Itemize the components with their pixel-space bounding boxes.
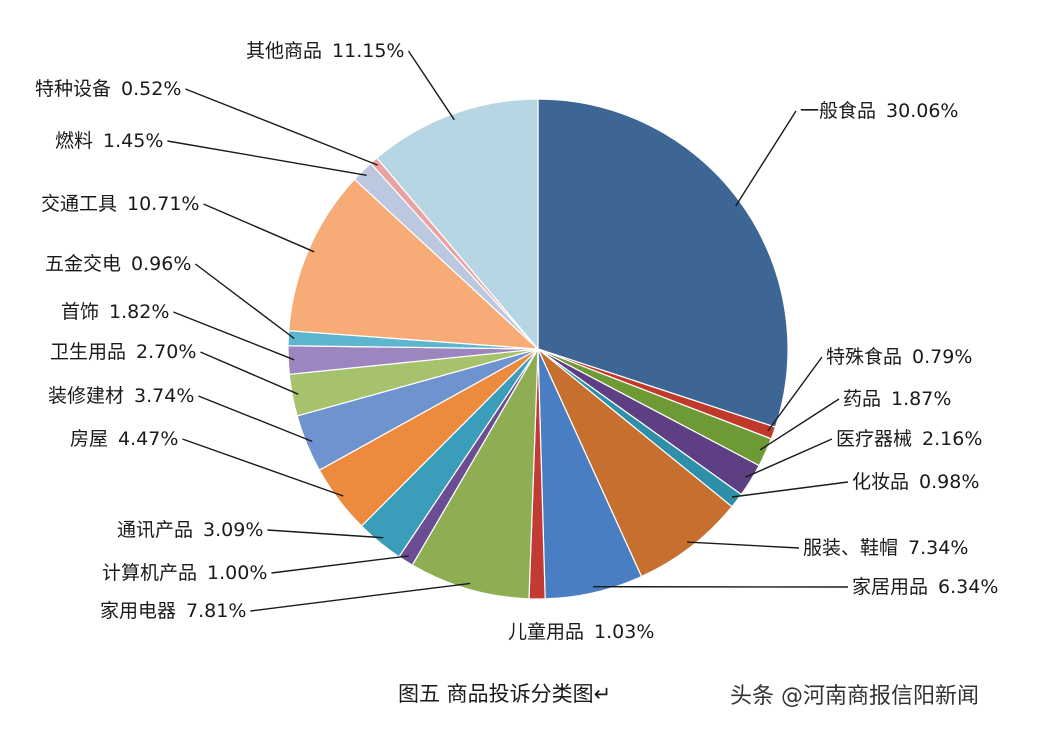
leader-line [250, 582, 471, 612]
leader-line [182, 438, 344, 497]
chart-caption: 图五 商品投诉分类图↵ [398, 682, 612, 706]
slice-label-value: 11.15% [332, 40, 404, 62]
slice-label-name: 儿童用品 [508, 621, 584, 643]
leader-lines [167, 50, 849, 612]
slice-label-value: 0.98% [919, 471, 979, 493]
slice-label: 家用电器 7.81% [100, 600, 246, 622]
slice-label: 药品 1.87% [843, 388, 951, 410]
slice-label-name: 医疗器械 [836, 428, 912, 450]
slice-label-value: 4.47% [118, 428, 178, 450]
leader-line [167, 140, 367, 176]
slice-label-name: 化妆品 [852, 471, 909, 493]
slice-label: 特种设备 0.52% [35, 78, 181, 100]
slice-label-name: 家居用品 [852, 576, 928, 598]
slice-label: 计算机产品 1.00% [102, 562, 267, 584]
leader-line [735, 110, 797, 207]
slice-label-value: 0.52% [121, 78, 181, 100]
slice-label-value: 1.82% [109, 301, 169, 323]
slice-label-name: 装修建材 [48, 385, 124, 407]
slice-label: 燃料 1.45% [55, 130, 163, 152]
slice-label-value: 6.34% [938, 576, 998, 598]
leader-line [731, 481, 849, 498]
slice-label-name: 其他商品 [246, 40, 322, 62]
slice-label-value: 2.16% [922, 428, 982, 450]
leader-line [267, 529, 384, 539]
slice-label-value: 1.03% [594, 621, 654, 643]
slice-label-value: 0.96% [131, 253, 191, 275]
slice-label: 其他商品 11.15% [246, 40, 404, 62]
slice-label-name: 首饰 [61, 301, 99, 323]
pie-slices [287, 98, 789, 600]
slice-label-name: 家用电器 [100, 600, 176, 622]
slice-label: 化妆品 0.98% [852, 471, 979, 493]
slice-label-value: 7.81% [186, 600, 246, 622]
slice-label-name: 特种设备 [35, 78, 111, 100]
pie-slice [537, 98, 789, 428]
pie-chart: 一般食品 30.06% 特殊食品 0.79% 药品 1.87% 医疗器械 2.16% 化妆品 0.… [35, 40, 998, 643]
pie-slice [537, 348, 733, 578]
slice-label-value: 30.06% [886, 100, 958, 122]
leader-line [745, 438, 833, 478]
slice-label-value: 1.00% [207, 562, 267, 584]
leader-line [759, 398, 840, 451]
slice-label-name: 特殊食品 [826, 346, 902, 368]
slice-label-name: 药品 [843, 388, 881, 410]
slice-label-value: 2.70% [136, 341, 196, 363]
slice-label: 装修建材 3.74% [48, 385, 194, 407]
slice-label-value: 3.74% [134, 385, 194, 407]
slice-label-value: 0.79% [912, 346, 972, 368]
pie-slice [375, 98, 539, 351]
slice-label: 房屋 4.47% [70, 428, 178, 450]
leader-line [194, 263, 295, 340]
slice-label-name: 服装、鞋帽 [803, 537, 898, 559]
leader-line [200, 351, 299, 395]
slice-label-name: 计算机产品 [102, 562, 197, 584]
slice-label: 五金交电 0.96% [45, 253, 191, 275]
slice-label: 交通工具 10.71% [41, 193, 199, 215]
slice-label-name: 通讯产品 [117, 519, 193, 541]
slice-label-value: 1.87% [891, 388, 951, 410]
slice-label-value: 7.34% [908, 537, 968, 559]
slice-label: 卫生用品 2.70% [50, 341, 196, 363]
slice-label: 特殊食品 0.79% [826, 346, 972, 368]
leader-line [173, 311, 295, 361]
slice-label-name: 房屋 [70, 428, 108, 450]
slice-label: 儿童用品 1.03% [508, 621, 654, 643]
slice-label: 服装、鞋帽 7.34% [803, 537, 968, 559]
leader-line [271, 555, 409, 574]
slice-label-value: 10.71% [127, 193, 199, 215]
slice-label-name: 一般食品 [800, 100, 876, 122]
leader-line [407, 50, 455, 121]
watermark: 头条 @河南商报信阳新闻 [730, 684, 979, 709]
slice-label-name: 燃料 [55, 130, 93, 152]
slice-labels: 一般食品 30.06% 特殊食品 0.79% 药品 1.87% 医疗器械 2.16% 化妆品 0.… [35, 40, 998, 643]
slice-label: 家居用品 6.34% [852, 576, 998, 598]
leader-line [203, 203, 315, 253]
leader-line [198, 395, 313, 443]
leader-line [185, 88, 378, 166]
slice-label: 通讯产品 3.09% [117, 519, 263, 541]
leader-line [687, 541, 800, 549]
leader-line [767, 356, 823, 432]
pie-slice [411, 348, 539, 600]
slice-label: 首饰 1.82% [61, 301, 169, 323]
slice-label-value: 3.09% [203, 519, 263, 541]
slice-label-name: 交通工具 [41, 193, 117, 215]
slice-label-name: 五金交电 [45, 253, 121, 275]
slice-label: 一般食品 30.06% [800, 100, 958, 122]
slice-label-value: 1.45% [103, 130, 163, 152]
slice-label: 医疗器械 2.16% [836, 428, 982, 450]
slice-label-name: 卫生用品 [50, 341, 126, 363]
